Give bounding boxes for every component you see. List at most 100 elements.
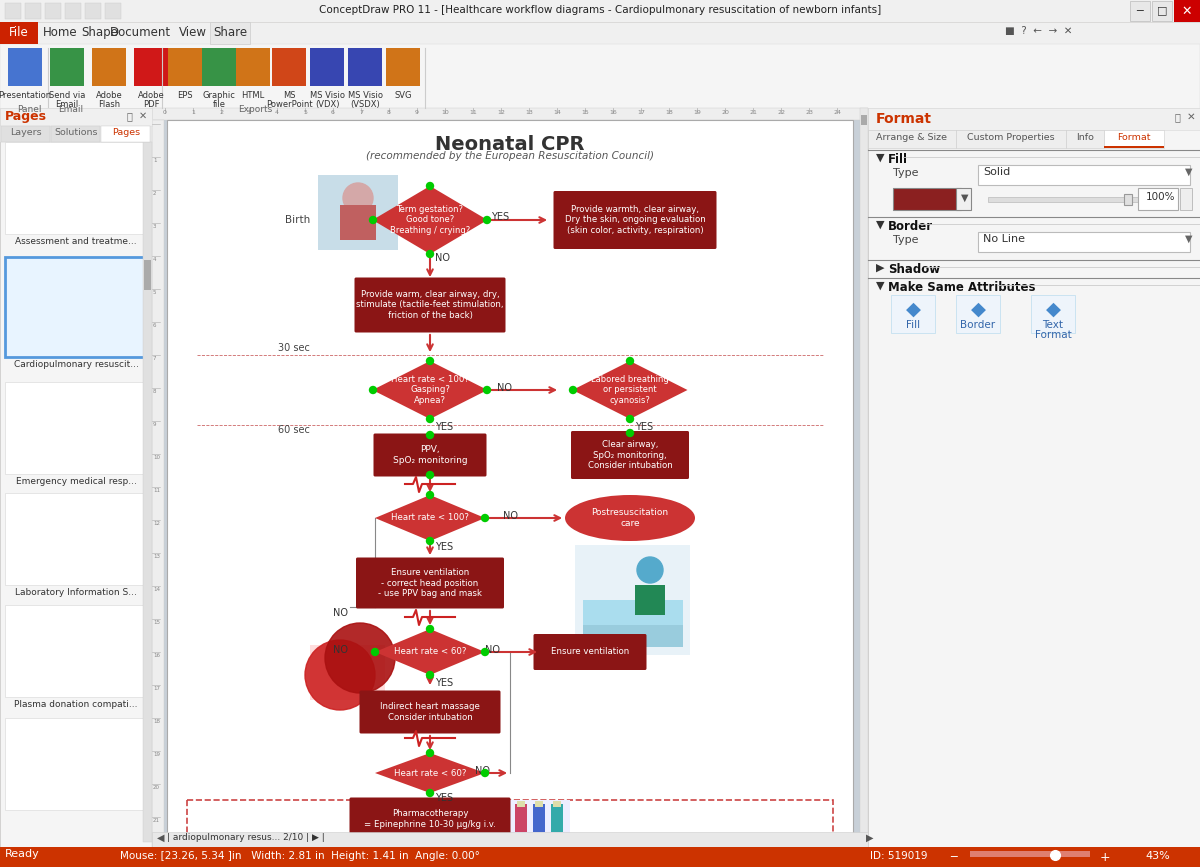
- Text: 6: 6: [331, 110, 335, 115]
- Text: Adobe: Adobe: [138, 91, 164, 100]
- Text: Pages: Pages: [112, 128, 140, 137]
- Text: Clear airway,
SpO₂ monitoring,
Consider intubation: Clear airway, SpO₂ monitoring, Consider …: [588, 440, 672, 470]
- Circle shape: [426, 472, 433, 479]
- Circle shape: [426, 415, 433, 422]
- Text: 2: 2: [154, 191, 156, 196]
- Circle shape: [305, 640, 374, 710]
- Text: MS Visio: MS Visio: [310, 91, 344, 100]
- Text: 17: 17: [637, 110, 644, 115]
- Text: +: +: [1100, 851, 1111, 864]
- Bar: [143, 142, 152, 842]
- Bar: [5, 257, 148, 357]
- Text: | ardiopulmonary resus... 2/10 | ▶ |: | ardiopulmonary resus... 2/10 | ▶ |: [167, 833, 325, 842]
- Bar: [0, 108, 152, 847]
- Bar: [0, 126, 152, 142]
- Bar: [50, 126, 100, 142]
- Bar: [340, 205, 376, 240]
- Text: 1: 1: [191, 110, 194, 115]
- Bar: [0, 22, 1200, 44]
- Text: Type: Type: [893, 168, 918, 178]
- Bar: [152, 120, 164, 847]
- Circle shape: [426, 790, 433, 797]
- Circle shape: [626, 415, 634, 422]
- Bar: [1, 126, 50, 142]
- Bar: [25, 3, 41, 19]
- Bar: [5, 718, 148, 810]
- Text: Border: Border: [888, 220, 934, 233]
- Bar: [1180, 188, 1192, 210]
- Text: Panel: Panel: [17, 105, 41, 114]
- Text: Ensure ventilation
- correct head position
- use PPV bag and mask: Ensure ventilation - correct head positi…: [378, 568, 482, 598]
- Text: Layers: Layers: [10, 128, 42, 137]
- Text: Text: Text: [1043, 320, 1063, 330]
- Bar: [575, 545, 690, 655]
- Bar: [8, 48, 42, 86]
- FancyBboxPatch shape: [373, 434, 486, 477]
- Bar: [310, 645, 385, 700]
- Bar: [5, 382, 148, 474]
- Text: ▼: ▼: [1186, 167, 1193, 177]
- Text: YES: YES: [436, 542, 454, 552]
- Text: NO: NO: [334, 645, 348, 655]
- Text: Type: Type: [893, 235, 918, 245]
- Bar: [868, 108, 1200, 847]
- Bar: [5, 3, 22, 19]
- Bar: [50, 48, 84, 86]
- Bar: [956, 188, 971, 210]
- Text: YES: YES: [436, 793, 454, 803]
- Bar: [152, 108, 868, 120]
- Bar: [101, 126, 150, 142]
- Text: Solutions: Solutions: [54, 128, 97, 137]
- Text: 9: 9: [154, 422, 156, 427]
- Bar: [187, 800, 833, 867]
- Text: Shape: Shape: [82, 26, 119, 39]
- Text: Graphic: Graphic: [203, 91, 235, 100]
- Text: Format: Format: [1034, 330, 1072, 340]
- Text: 3: 3: [247, 110, 251, 115]
- Text: 5: 5: [154, 290, 156, 295]
- Bar: [5, 142, 148, 234]
- Text: 12: 12: [497, 110, 505, 115]
- Bar: [168, 48, 202, 86]
- Text: □: □: [1157, 5, 1168, 15]
- Text: Ensure ventilation: Ensure ventilation: [551, 648, 629, 656]
- Text: 10: 10: [154, 455, 160, 460]
- Text: 📌: 📌: [127, 111, 133, 121]
- Text: Ready: Ready: [5, 849, 40, 859]
- Text: Adobe: Adobe: [96, 91, 122, 100]
- Text: ▶: ▶: [876, 263, 884, 273]
- Text: 43%: 43%: [1145, 851, 1170, 861]
- Circle shape: [343, 183, 373, 213]
- Text: NO: NO: [503, 511, 517, 521]
- Text: Provide warm, clear airway, dry,
stimulate (tactile-feet stimulation,
friction o: Provide warm, clear airway, dry, stimula…: [356, 290, 504, 320]
- Text: ▼: ▼: [1186, 234, 1193, 244]
- FancyBboxPatch shape: [349, 798, 510, 840]
- Text: ◆: ◆: [1045, 300, 1061, 319]
- Text: Home: Home: [43, 26, 77, 39]
- Text: 13: 13: [526, 110, 533, 115]
- Text: Flash: Flash: [98, 100, 120, 109]
- Circle shape: [481, 514, 488, 521]
- Bar: [1066, 130, 1104, 148]
- Bar: [551, 804, 563, 832]
- Bar: [868, 108, 1200, 130]
- Text: Labored breathing
or persistent
cyanosis?: Labored breathing or persistent cyanosis…: [592, 375, 668, 405]
- Bar: [134, 48, 168, 86]
- Text: ─: ─: [950, 851, 956, 861]
- Text: ■  ?  ←  →  ✕: ■ ? ← → ✕: [1006, 26, 1073, 36]
- Circle shape: [426, 357, 433, 364]
- Bar: [5, 493, 148, 585]
- Text: ▶: ▶: [866, 833, 874, 843]
- Circle shape: [426, 251, 433, 257]
- Text: Pages: Pages: [5, 110, 47, 123]
- Bar: [1152, 1, 1172, 21]
- FancyBboxPatch shape: [360, 690, 500, 733]
- Text: Term gestation?
Good tone?
Breathing / crying?: Term gestation? Good tone? Breathing / c…: [390, 205, 470, 235]
- Bar: [272, 48, 306, 86]
- Polygon shape: [374, 629, 485, 675]
- Text: ◀: ◀: [157, 833, 164, 843]
- Text: MS Visio: MS Visio: [348, 91, 383, 100]
- Bar: [583, 600, 683, 625]
- Text: Postresuscitation
care: Postresuscitation care: [592, 508, 668, 528]
- Text: Assessment and treatme...: Assessment and treatme...: [16, 237, 137, 246]
